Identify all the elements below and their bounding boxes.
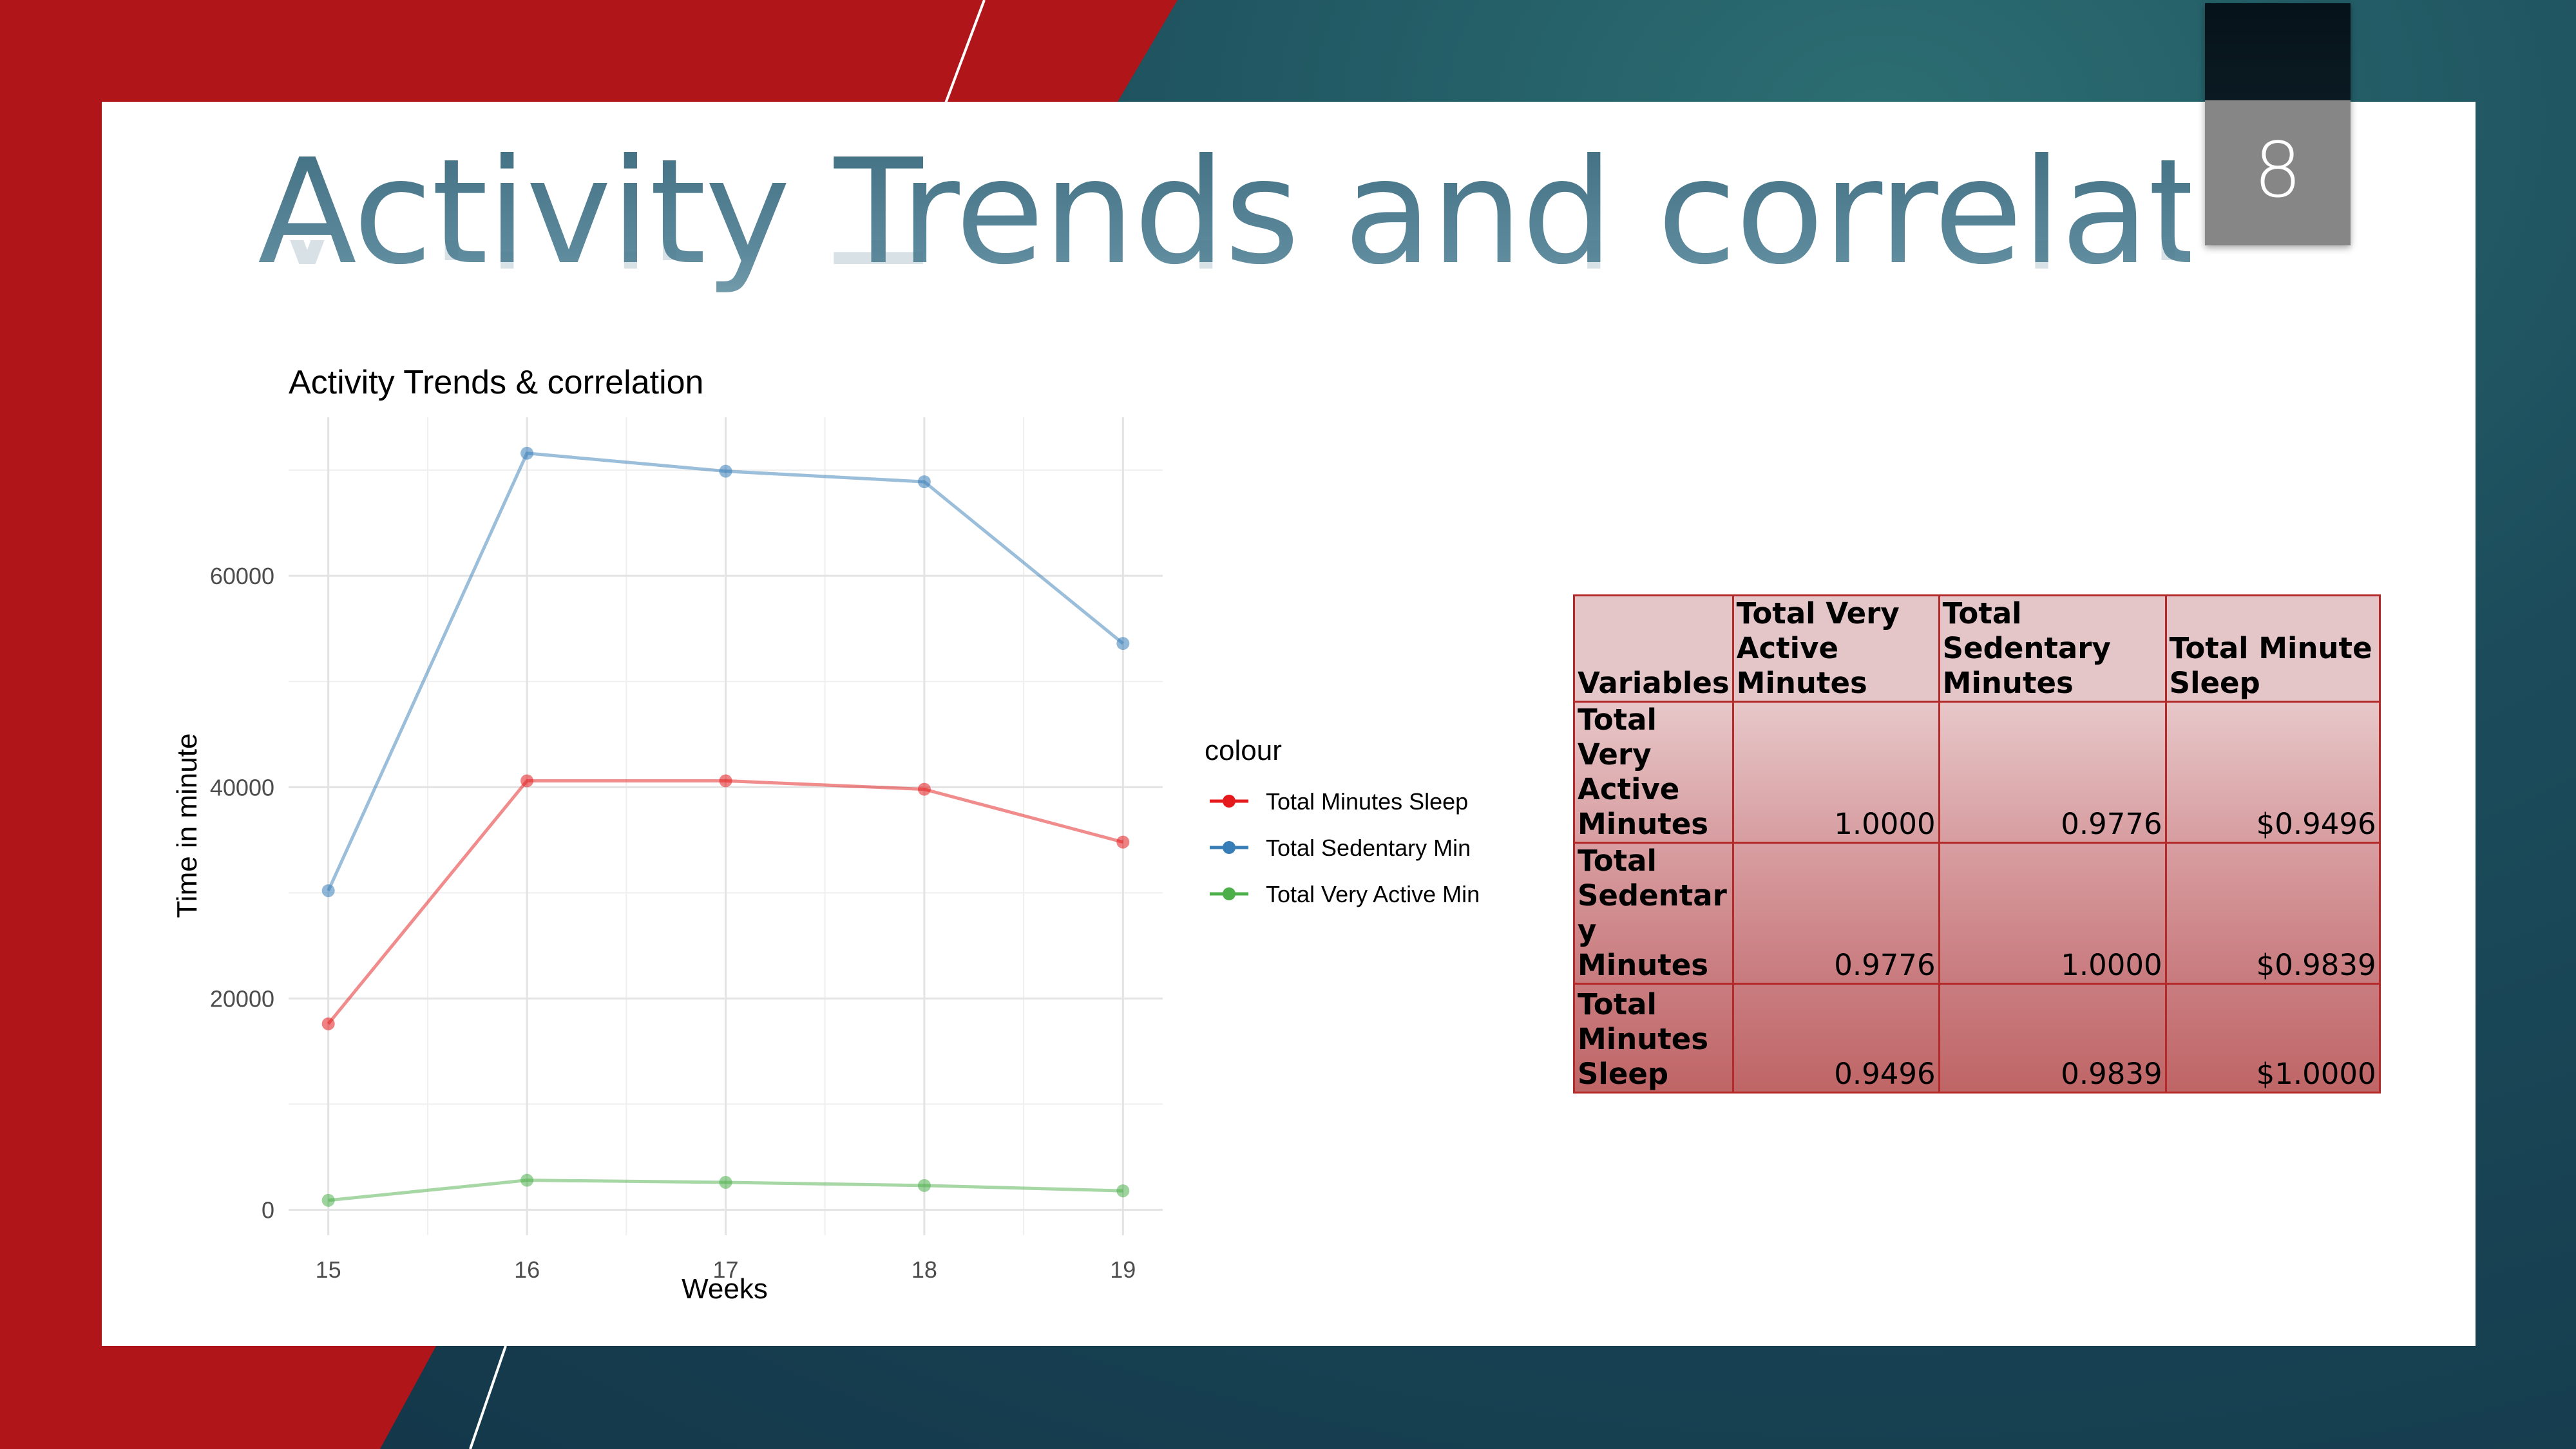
data-point — [321, 1193, 335, 1207]
data-point — [520, 446, 534, 460]
table-row: Total Minutes Sleep 0.9496 0.9839 $1.000… — [1573, 983, 2381, 1094]
chart-ticks: 15 16 17 18 19 0 20000 40000 60000 — [210, 563, 1136, 1283]
red-accent-band-bottom — [0, 1346, 436, 1449]
table-cell: 0.9839 — [1938, 983, 2167, 1094]
y-tick-label: 60000 — [210, 563, 274, 589]
legend-marker — [1223, 841, 1236, 854]
red-accent-band-left — [0, 0, 102, 1449]
slide-title: Activity Trends and correlation — [258, 129, 2422, 322]
y-tick-label: 20000 — [210, 985, 274, 1012]
y-axis-label: Time in minute — [171, 734, 203, 918]
table-cell: 1.0000 — [1732, 701, 1940, 844]
legend-marker — [1223, 795, 1236, 808]
chart-grid — [289, 417, 1163, 1235]
data-point — [719, 774, 732, 788]
red-accent-band-top — [0, 0, 1178, 102]
table-cell: $0.9496 — [2164, 701, 2381, 844]
table-row: Total Very Active Minutes 1.0000 0.9776 … — [1573, 701, 2381, 844]
table-header-cell: Total Very Active Minutes — [1732, 594, 1940, 703]
data-point — [520, 1173, 534, 1187]
table-cell: 1.0000 — [1938, 842, 2167, 985]
x-tick-label: 18 — [911, 1256, 937, 1283]
data-point — [1116, 1184, 1130, 1198]
legend-marker — [1223, 887, 1236, 900]
table-cell: 0.9776 — [1732, 842, 1940, 985]
data-point — [520, 774, 534, 788]
table-cell: 0.9776 — [1938, 701, 2167, 844]
x-tick-label: 17 — [712, 1256, 738, 1283]
table-header-cell: Total Sedentary Minutes — [1938, 594, 2167, 703]
table-row-label: Total Very Active Minutes — [1573, 701, 1734, 844]
x-axis-label: Weeks — [682, 1273, 768, 1305]
accent-line-bottom — [469, 1345, 507, 1449]
table-row-label: Total Sedentar y Minutes — [1573, 842, 1734, 985]
chart-series — [321, 446, 1130, 1207]
data-point — [719, 1175, 732, 1189]
slide-number: 8 — [2253, 126, 2302, 214]
y-tick-label: 0 — [262, 1197, 274, 1224]
table-header-cell: Total Minute Sleep — [2164, 594, 2381, 703]
x-tick-label: 15 — [316, 1256, 341, 1283]
table-row: Total Sedentar y Minutes 0.9776 1.0000 $… — [1573, 842, 2381, 985]
table-cell: $1.0000 — [2164, 983, 2381, 1094]
legend-label: Total Sedentary Min — [1266, 835, 1471, 861]
table-row-label: Total Minutes Sleep — [1573, 983, 1734, 1094]
data-point — [321, 1017, 335, 1030]
data-point — [917, 782, 931, 796]
data-point — [719, 464, 732, 478]
x-tick-label: 19 — [1110, 1256, 1136, 1283]
chart-legend: Total Minutes Sleep Total Sedentary Min To… — [1210, 788, 1480, 907]
data-point — [917, 1179, 931, 1192]
table-cell: $0.9839 — [2164, 842, 2381, 985]
y-tick-label: 40000 — [210, 774, 274, 800]
legend-title: colour — [1205, 735, 1282, 766]
data-point — [1116, 637, 1130, 650]
legend-label: Total Very Active Min — [1266, 881, 1480, 907]
legend-label: Total Minutes Sleep — [1266, 788, 1468, 815]
data-point — [917, 475, 931, 489]
table-cell: 0.9496 — [1732, 983, 1940, 1094]
table-header-row: Variables Total Very Active Minutes Tota… — [1573, 594, 2381, 703]
accent-line-top — [944, 0, 986, 104]
data-point — [1116, 835, 1130, 849]
slide-number-box — [2205, 3, 2351, 245]
x-tick-label: 16 — [514, 1256, 540, 1283]
correlation-table: Variables Total Very Active Minutes Tota… — [1573, 594, 2381, 1094]
table-header-cell: Variables — [1573, 594, 1734, 703]
chart-title: Activity Trends & correlation — [289, 364, 703, 401]
data-point — [321, 884, 335, 898]
